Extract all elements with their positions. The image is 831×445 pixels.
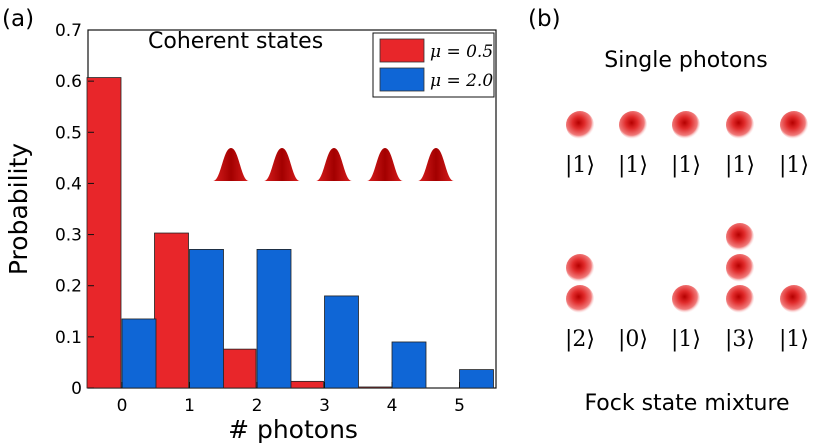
x-tick-label: 1 (184, 396, 195, 416)
coherent-pulses (213, 148, 454, 181)
fock-photon-icon (726, 254, 754, 282)
legend: μ = 0.5 μ = 2.0 (372, 32, 495, 98)
bar-mu-2-0-5 (459, 369, 494, 389)
fock-ket-label: |3⟩ (725, 327, 755, 352)
pulse-icon (367, 148, 403, 181)
fock-photon-icon (672, 285, 700, 313)
fock-photon-icon (780, 285, 808, 313)
panel-a-label: (a) (2, 6, 34, 32)
single-ket-label: |1⟩ (565, 153, 595, 178)
legend-label-blue: μ = 2.0 (430, 71, 493, 91)
single-photon-icon (726, 111, 754, 139)
pulse-icon (213, 148, 249, 181)
x-tick-label: 5 (454, 396, 465, 416)
fock-mixture-title: Fock state mixture (584, 391, 789, 416)
bar-mu-0-5-2 (221, 348, 257, 389)
fock-ket-label: |0⟩ (618, 327, 648, 352)
legend-swatch-red (379, 38, 425, 63)
bar-mu-2-0-2 (256, 249, 292, 389)
bar-mu-0-5-3 (289, 380, 324, 389)
single-photon-icon (672, 111, 700, 139)
bar-mu-0-5-4 (356, 386, 392, 389)
pulse-icon (264, 148, 300, 181)
y-axis-ticks: 0 0.1 0.2 0.3 0.4 0.5 0.6 0.7 (55, 21, 94, 399)
legend-label-red: μ = 0.5 (430, 42, 493, 62)
x-tick-label: 3 (319, 396, 330, 416)
single-ket-label: |1⟩ (671, 153, 701, 178)
fock-mixture-photons (566, 223, 808, 313)
y-tick-label: 0.6 (55, 72, 82, 92)
chart-title: Coherent states (148, 29, 323, 54)
panel-b-label: (b) (528, 6, 561, 32)
x-tick-label: 0 (117, 396, 128, 416)
fock-photon-icon (566, 285, 594, 313)
bar-mu-2-0-1 (189, 249, 224, 389)
bar-mu-2-0-4 (391, 341, 427, 389)
y-tick-label: 0.5 (55, 123, 82, 143)
fock-photon-icon (726, 223, 754, 251)
pulse-icon (418, 148, 454, 181)
y-tick-label: 0.4 (55, 174, 82, 194)
y-tick-label: 0.7 (55, 21, 82, 41)
bars (86, 77, 494, 389)
fock-ket-label: |2⟩ (565, 327, 595, 352)
single-photons-title: Single photons (604, 48, 768, 73)
y-axis-label: Probability (4, 143, 33, 275)
y-tick-label: 0.3 (55, 226, 82, 246)
x-tick-label: 4 (387, 396, 398, 416)
y-tick-label: 0 (71, 379, 82, 399)
fock-ket-label: |1⟩ (671, 327, 701, 352)
single-photon-icon (780, 111, 808, 139)
fock-mixture-kets: |2⟩ |0⟩ |1⟩ |3⟩ |1⟩ (565, 327, 809, 352)
bar-mu-2-0-0 (121, 318, 157, 389)
single-ket-label: |1⟩ (725, 153, 755, 178)
x-tick-label: 2 (252, 396, 263, 416)
y-tick-label: 0.1 (55, 328, 82, 348)
single-photon-icon (566, 111, 594, 139)
y-tick-label: 0.2 (55, 277, 82, 297)
bar-mu-2-0-3 (324, 295, 359, 389)
fock-photon-icon (726, 285, 754, 313)
fock-ket-label: |1⟩ (779, 327, 809, 352)
pulse-icon (316, 148, 352, 181)
bar-mu-0-5-0 (86, 77, 122, 389)
single-ket-label: |1⟩ (779, 153, 809, 178)
x-axis-ticks: 0 1 2 3 4 5 (117, 382, 465, 416)
legend-swatch-blue (379, 67, 425, 92)
single-ket-label: |1⟩ (618, 153, 648, 178)
plot-area: 0 0.1 0.2 0.3 0.4 0.5 0.6 0.7 0 1 2 3 4 5 (55, 21, 497, 416)
fock-photon-icon (566, 254, 594, 282)
single-photon-kets: |1⟩ |1⟩ |1⟩ |1⟩ |1⟩ (565, 153, 809, 178)
single-photon-icon (619, 111, 647, 139)
single-photon-row (566, 111, 808, 139)
bar-mu-0-5-1 (154, 232, 189, 389)
x-axis-label: # photons (228, 415, 358, 444)
